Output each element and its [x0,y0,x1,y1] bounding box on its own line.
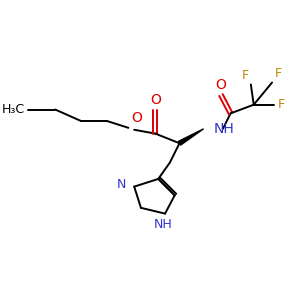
Text: F: F [242,69,249,82]
Text: NH: NH [213,122,234,136]
Text: F: F [275,67,282,80]
Polygon shape [178,129,204,145]
Text: NH: NH [154,218,172,231]
Text: O: O [150,93,161,106]
Text: O: O [131,111,142,125]
Text: N: N [117,178,127,191]
Text: H₃C: H₃C [2,103,25,116]
Text: O: O [215,78,226,92]
Text: F: F [278,98,285,111]
